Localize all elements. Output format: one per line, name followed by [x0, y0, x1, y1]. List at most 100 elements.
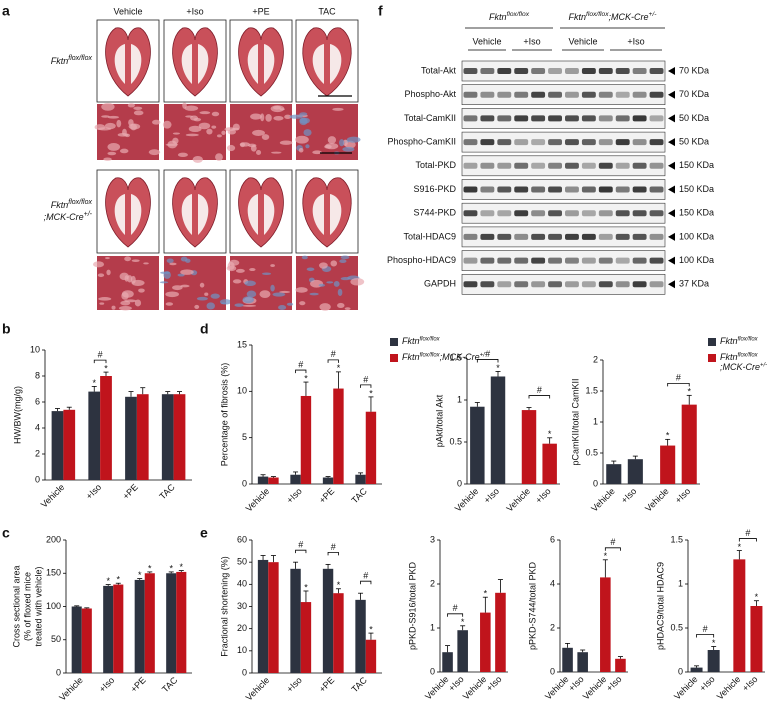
y-axis-label: pAkt/total Akt	[434, 394, 444, 447]
significance-mark: *	[461, 617, 465, 627]
tissue-texture	[107, 151, 117, 156]
significance-mark: #	[485, 349, 490, 359]
text-part: ;MCK-Cre	[440, 352, 480, 362]
tissue-texture	[332, 107, 344, 111]
blot-band	[463, 210, 478, 217]
tissue-texture	[319, 303, 331, 311]
blot-band	[480, 162, 495, 169]
significance-bracket	[447, 613, 464, 617]
significance-mark: *	[548, 429, 552, 439]
bar	[173, 394, 186, 480]
rich-label: Fktnflox/flox	[51, 55, 93, 67]
bar	[125, 396, 137, 480]
blot-band	[497, 233, 512, 240]
blot-band	[463, 91, 478, 98]
column-header: +PE	[252, 6, 269, 16]
tissue-texture	[165, 291, 179, 298]
tissue-texture	[165, 302, 174, 306]
tissue-texture	[319, 262, 328, 269]
y-tick-label: 8	[35, 370, 40, 380]
tissue-texture	[306, 267, 315, 272]
tissue-texture	[250, 144, 257, 152]
x-tick-label: +Iso	[84, 482, 103, 501]
tissue-texture	[273, 116, 284, 121]
bar	[144, 573, 155, 673]
y-axis-label: Percentage of fibrosis (%)	[219, 363, 229, 467]
size-label: 150 KDa	[679, 184, 714, 194]
x-tick-label: Vehicle	[715, 674, 743, 702]
tissue-texture	[261, 272, 272, 275]
tissue-texture	[337, 288, 343, 297]
significance-mark: *	[148, 563, 152, 573]
tissue-texture	[346, 136, 361, 143]
size-label: 50 KDa	[679, 113, 709, 123]
y-tick-label: 3	[430, 534, 435, 544]
x-tick-label: +Iso	[566, 674, 585, 693]
blot-band	[531, 186, 546, 193]
y-tick-label: 10	[237, 386, 247, 396]
y-tick-label: 0	[457, 478, 462, 488]
bar	[442, 652, 453, 672]
blot-band	[649, 68, 664, 74]
blot-band	[598, 233, 613, 240]
text-part: Fktn	[489, 12, 507, 22]
tissue-texture	[104, 122, 116, 130]
heart-cavity	[247, 194, 258, 235]
significance-mark: *	[304, 373, 308, 383]
size-marker	[668, 114, 675, 123]
tissue-texture	[350, 278, 365, 286]
tissue-texture	[118, 305, 132, 311]
y-axis-label: pCamKII/total CamKII	[570, 378, 580, 465]
histology-image	[230, 256, 292, 310]
rich-label: Fktnflox/flox	[489, 11, 530, 22]
blot-band	[531, 210, 546, 217]
x-tick-label: Vehicle	[453, 486, 481, 514]
tissue-texture	[242, 296, 255, 304]
tissue-texture	[259, 290, 271, 298]
heart-section	[302, 27, 352, 97]
blot-band	[497, 162, 512, 169]
blot-band	[565, 139, 579, 146]
significance-bracket	[476, 359, 499, 363]
blot-image	[461, 60, 666, 82]
y-tick-label: 1	[593, 416, 598, 426]
blot-band	[548, 162, 562, 169]
blot-label: Total-CamKII	[404, 113, 456, 123]
blot-band	[497, 115, 512, 122]
tissue-texture	[192, 155, 203, 163]
y-tick-label: 0	[593, 478, 598, 488]
significance-mark: #	[676, 373, 681, 383]
x-tick-label: +PE	[121, 482, 140, 501]
tissue-texture	[252, 129, 265, 136]
column-header: +Iso	[186, 6, 203, 16]
tissue-texture	[179, 284, 190, 288]
tissue-texture	[211, 111, 220, 117]
blot-band	[632, 257, 647, 264]
significance-bracket	[327, 359, 339, 363]
blot-band	[514, 162, 529, 169]
blot-band	[565, 233, 579, 240]
text-part: Fktn	[402, 352, 420, 362]
x-tick-label: +Iso	[619, 486, 638, 505]
tissue-texture	[196, 296, 208, 301]
y-tick-label: 0	[430, 666, 435, 676]
bar	[750, 606, 763, 672]
y-tick-label: 1	[457, 394, 462, 404]
tissue-texture	[312, 150, 322, 155]
column-header: TAC	[318, 6, 336, 16]
significance-mark: *	[496, 363, 500, 373]
bar	[103, 585, 114, 673]
tissue-texture	[133, 110, 144, 116]
heart-section	[172, 27, 218, 97]
tissue-texture	[98, 297, 112, 301]
significance-mark: *	[484, 589, 488, 599]
bar	[542, 443, 557, 484]
tissue-texture	[160, 271, 171, 274]
size-marker	[668, 67, 675, 75]
x-tick-label: Vehicle	[589, 486, 617, 514]
bar	[333, 593, 344, 673]
blot-band	[514, 281, 529, 288]
blot-band	[480, 186, 495, 193]
tissue-texture	[134, 299, 142, 307]
bar	[562, 647, 573, 672]
